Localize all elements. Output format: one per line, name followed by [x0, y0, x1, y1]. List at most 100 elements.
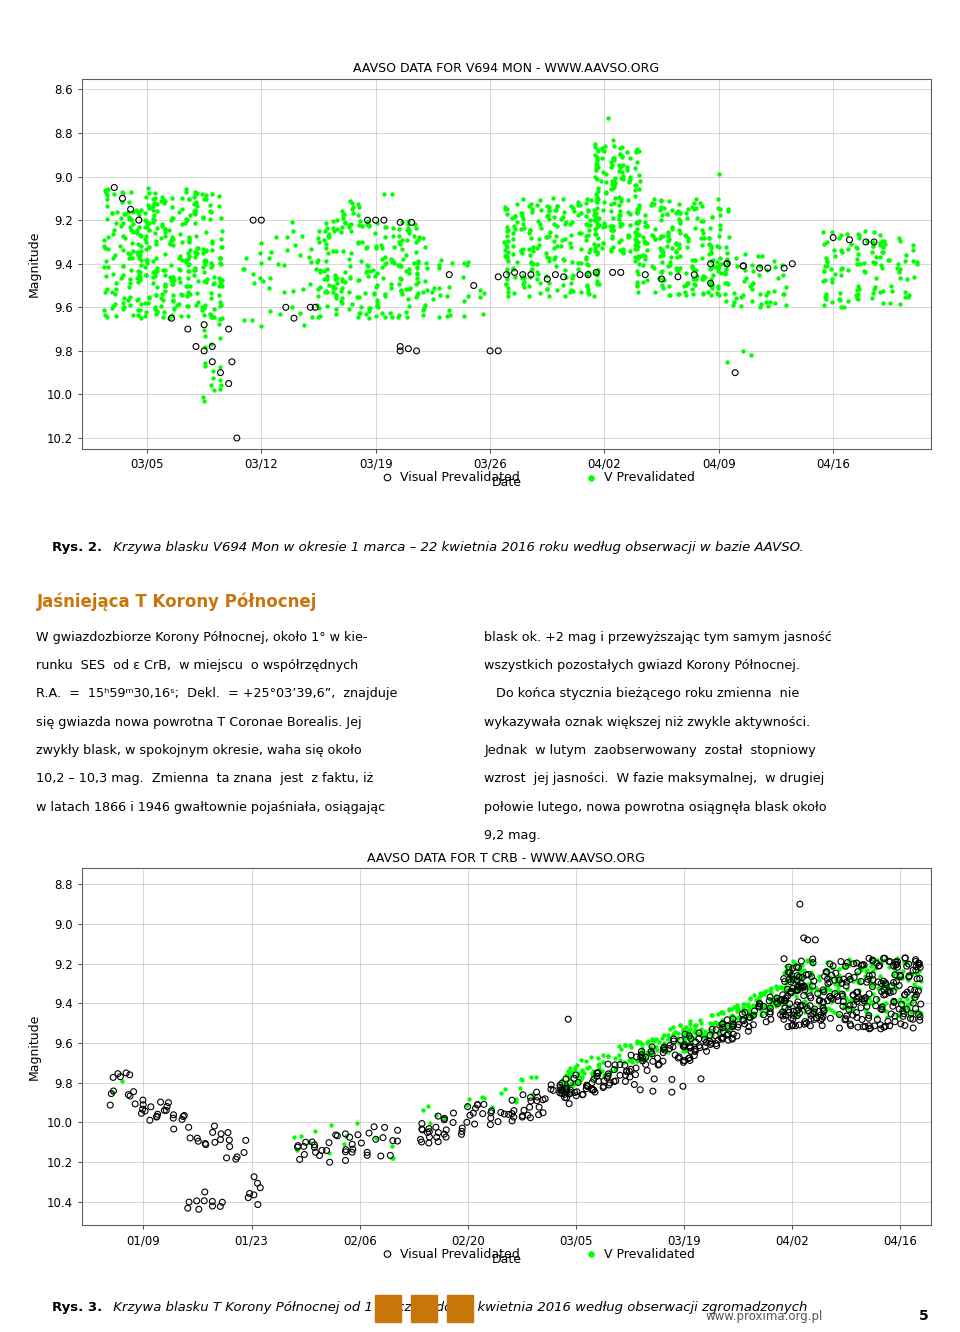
Point — [220, 1122, 235, 1143]
Point — [687, 274, 703, 296]
Point — [431, 306, 446, 328]
Point — [132, 204, 147, 225]
Point — [661, 274, 677, 296]
Point — [342, 214, 357, 236]
Point — [781, 968, 797, 990]
Point — [677, 1036, 692, 1058]
Point — [235, 258, 251, 280]
Point — [738, 268, 754, 289]
Point — [715, 1018, 731, 1039]
Point — [255, 270, 271, 292]
Point — [655, 274, 670, 296]
Point — [409, 257, 424, 278]
Text: w latach 1866 i 1946 gwałtownie pojaśniała, osiągając: w latach 1866 i 1946 gwałtownie pojaśnia… — [36, 801, 386, 814]
Point — [721, 226, 736, 248]
Point — [709, 1014, 725, 1035]
Point — [573, 281, 588, 302]
Point — [741, 1003, 756, 1024]
Point — [756, 1004, 772, 1026]
Point — [873, 246, 888, 268]
Point — [166, 269, 181, 290]
Point — [606, 218, 621, 240]
Point — [157, 221, 173, 242]
Point — [710, 257, 726, 278]
Point — [865, 991, 880, 1012]
Point — [796, 975, 811, 996]
Point — [159, 1096, 175, 1118]
Point — [646, 193, 661, 214]
Point — [131, 300, 146, 321]
Point — [175, 249, 190, 270]
Point — [694, 269, 709, 290]
Point — [660, 236, 675, 257]
Point — [320, 296, 335, 317]
Point — [830, 979, 846, 1000]
Point — [207, 1132, 223, 1154]
Point — [729, 288, 744, 309]
Point — [115, 292, 131, 313]
Point — [912, 960, 927, 982]
Point — [198, 184, 213, 205]
Point — [360, 260, 375, 281]
Point — [393, 280, 408, 301]
Point — [801, 974, 816, 995]
Point — [137, 257, 153, 278]
Point — [829, 971, 845, 992]
Point — [833, 240, 849, 261]
Point — [851, 960, 866, 982]
Point — [718, 272, 733, 293]
Point — [565, 200, 581, 221]
Point — [863, 992, 878, 1014]
Point — [122, 216, 137, 237]
Point — [336, 240, 351, 261]
Point — [676, 1050, 691, 1071]
Point — [164, 196, 180, 217]
Point — [743, 1006, 758, 1027]
Point — [115, 188, 131, 209]
Point — [141, 218, 156, 240]
Point — [629, 202, 644, 224]
Point — [138, 210, 154, 232]
Point — [165, 290, 180, 312]
Point — [729, 248, 744, 269]
Point — [596, 1070, 612, 1091]
Point — [852, 958, 868, 979]
Point — [912, 978, 927, 999]
Point — [558, 1064, 573, 1086]
Point — [877, 1016, 893, 1038]
Point — [116, 256, 132, 277]
Point — [803, 986, 818, 1007]
Point — [547, 249, 563, 270]
Point — [229, 1147, 245, 1168]
Point — [325, 240, 341, 261]
Point — [325, 277, 341, 298]
Point — [204, 1195, 220, 1216]
Point — [719, 273, 734, 294]
Point — [328, 304, 344, 325]
Point — [613, 189, 629, 210]
Point — [454, 1120, 469, 1142]
Point — [702, 1023, 717, 1044]
Point — [573, 1067, 588, 1088]
Point — [794, 951, 809, 972]
Point — [196, 250, 211, 272]
Point — [852, 253, 867, 274]
Point — [780, 999, 796, 1020]
Point — [496, 1103, 512, 1124]
Point — [204, 254, 220, 276]
Point — [876, 972, 891, 994]
Point — [561, 1060, 576, 1082]
Point — [138, 301, 154, 322]
Point — [166, 289, 181, 310]
Point — [669, 260, 684, 281]
Point — [769, 991, 784, 1012]
Point — [515, 268, 530, 289]
Point — [654, 209, 669, 230]
Point — [830, 976, 846, 998]
Point — [672, 210, 687, 232]
Point — [321, 242, 336, 264]
Point — [810, 983, 826, 1004]
Point — [585, 1079, 600, 1100]
Point — [632, 225, 647, 246]
Point — [467, 1114, 482, 1135]
